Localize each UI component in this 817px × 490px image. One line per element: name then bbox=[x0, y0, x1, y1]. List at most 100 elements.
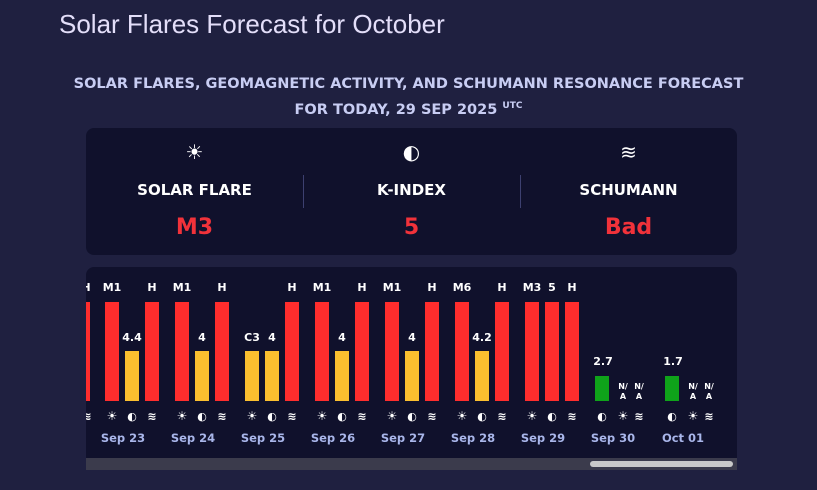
k-index-bar bbox=[475, 351, 489, 401]
magnet-icon: ◐ bbox=[197, 410, 207, 423]
date-label: Sep 25 bbox=[241, 431, 285, 445]
magnet-icon: ◐ bbox=[667, 410, 677, 423]
k-index-bar bbox=[195, 351, 209, 401]
date-label: Sep 30 bbox=[591, 431, 635, 445]
waves-icon: ≋ bbox=[620, 140, 637, 164]
na-label-bottom: A bbox=[636, 392, 643, 401]
schumann-label: H bbox=[147, 281, 156, 294]
schumann-label-partial: H bbox=[86, 281, 91, 294]
today-summary-panel: ☀ SOLAR FLARE M3 ◐ K-INDEX 5 ≋ SCHUMANN … bbox=[86, 128, 737, 255]
k-index-bar bbox=[265, 351, 279, 401]
k-index-bar bbox=[545, 302, 559, 401]
schumann-label: H bbox=[567, 281, 576, 294]
solar-flare-label: M1 bbox=[173, 281, 192, 294]
waves-icon: ≋ bbox=[497, 410, 506, 423]
k-index-label: 1.7 bbox=[663, 355, 683, 368]
date-label: Sep 27 bbox=[381, 431, 425, 445]
waves-icon: ≋ bbox=[567, 410, 576, 423]
solar-flare-label: M1 bbox=[103, 281, 122, 294]
magnet-icon: ◐ bbox=[267, 410, 277, 423]
solar-flare-label: C3 bbox=[244, 331, 260, 344]
schumann-bar bbox=[355, 302, 369, 401]
k-index-bar bbox=[405, 351, 419, 401]
summary-value: Bad bbox=[604, 215, 653, 240]
k-index-label: 4 bbox=[198, 331, 206, 344]
schumann-label: H bbox=[287, 281, 296, 294]
summary-label: SOLAR FLARE bbox=[137, 181, 252, 199]
k-index-label: 4 bbox=[268, 331, 276, 344]
schumann-bar bbox=[215, 302, 229, 401]
waves-icon: ≋ bbox=[634, 410, 643, 423]
summary-value: M3 bbox=[175, 215, 214, 240]
k-index-label: 4.2 bbox=[472, 331, 492, 344]
solar-flare-label: M1 bbox=[313, 281, 332, 294]
k-index-label: 5 bbox=[548, 281, 556, 294]
solar-flare-label: M1 bbox=[383, 281, 402, 294]
sun-icon: ☀ bbox=[185, 140, 204, 164]
magnet-icon: ◐ bbox=[407, 410, 417, 423]
sun-icon: ☀ bbox=[387, 409, 398, 423]
forecast-heading-line2: FOR TODAY, 29 SEP 2025 UTC bbox=[0, 95, 817, 121]
summary-schumann: ≋ SCHUMANN Bad bbox=[520, 128, 737, 255]
sun-icon: ☀ bbox=[177, 409, 188, 423]
waves-icon: ≋ bbox=[147, 410, 156, 423]
schumann-bar bbox=[495, 302, 509, 401]
schumann-label: H bbox=[217, 281, 226, 294]
date-label: Sep 29 bbox=[521, 431, 565, 445]
schumann-bar bbox=[285, 302, 299, 401]
schumann-label: H bbox=[497, 281, 506, 294]
na-label-bottom: A bbox=[620, 392, 627, 401]
solar-flare-label: M3 bbox=[523, 281, 542, 294]
sun-icon: ☀ bbox=[527, 409, 538, 423]
sun-icon: ☀ bbox=[457, 409, 468, 423]
schumann-bar bbox=[145, 302, 159, 401]
schumann-label: H bbox=[357, 281, 366, 294]
date-label: Sep 26 bbox=[311, 431, 355, 445]
forecast-heading: SOLAR FLARES, GEOMAGNETIC ACTIVITY, AND … bbox=[0, 73, 817, 121]
solar-flare-bar bbox=[525, 302, 539, 401]
solar-flare-bar bbox=[385, 302, 399, 401]
magnet-icon: ◐ bbox=[477, 410, 487, 423]
na-label-bottom: A bbox=[690, 392, 697, 401]
forecast-heading-line1: SOLAR FLARES, GEOMAGNETIC ACTIVITY, AND … bbox=[73, 76, 744, 92]
schumann-label: H bbox=[427, 281, 436, 294]
solar-flare-bar bbox=[105, 302, 119, 401]
waves-icon: ≋ bbox=[287, 410, 296, 423]
sun-icon: ☀ bbox=[247, 409, 258, 423]
waves-icon: ≋ bbox=[217, 410, 226, 423]
solar-flare-bar bbox=[315, 302, 329, 401]
magnet-icon: ◐ bbox=[402, 140, 421, 164]
date-label: Sep 28 bbox=[451, 431, 495, 445]
forecast-date: FOR TODAY, 29 SEP 2025 bbox=[294, 101, 498, 118]
k-index-label: 4 bbox=[338, 331, 346, 344]
na-label-bottom: A bbox=[706, 392, 713, 401]
summary-solar-flare: ☀ SOLAR FLARE M3 bbox=[86, 128, 303, 255]
page-title: Solar Flares Forecast for October bbox=[59, 9, 445, 39]
schumann-bar-partial bbox=[86, 302, 90, 401]
k-index-bar bbox=[665, 376, 679, 401]
schumann-bar bbox=[565, 302, 579, 401]
magnet-icon: ◐ bbox=[597, 410, 607, 423]
k-index-label: 4 bbox=[408, 331, 416, 344]
magnet-icon: ◐ bbox=[547, 410, 557, 423]
schumann-bar bbox=[425, 302, 439, 401]
na-label-top: N/ bbox=[634, 382, 644, 391]
summary-k-index: ◐ K-INDEX 5 bbox=[303, 128, 520, 255]
sun-icon: ☀ bbox=[317, 409, 328, 423]
chart-horizontal-scrollbar[interactable] bbox=[86, 458, 737, 470]
k-index-bar bbox=[335, 351, 349, 401]
sun-icon: ☀ bbox=[688, 409, 699, 423]
summary-label: SCHUMANN bbox=[579, 181, 678, 199]
na-label-top: N/ bbox=[704, 382, 714, 391]
waves-icon: ≋ bbox=[704, 410, 713, 423]
solar-flare-bar bbox=[455, 302, 469, 401]
k-index-label: 4.4 bbox=[122, 331, 142, 344]
k-index-bar bbox=[125, 351, 139, 401]
date-label: Oct 01 bbox=[662, 431, 704, 445]
solar-flare-bar bbox=[175, 302, 189, 401]
na-label-top: N/ bbox=[688, 382, 698, 391]
scrollbar-thumb[interactable] bbox=[590, 461, 733, 467]
summary-value: 5 bbox=[403, 215, 420, 240]
